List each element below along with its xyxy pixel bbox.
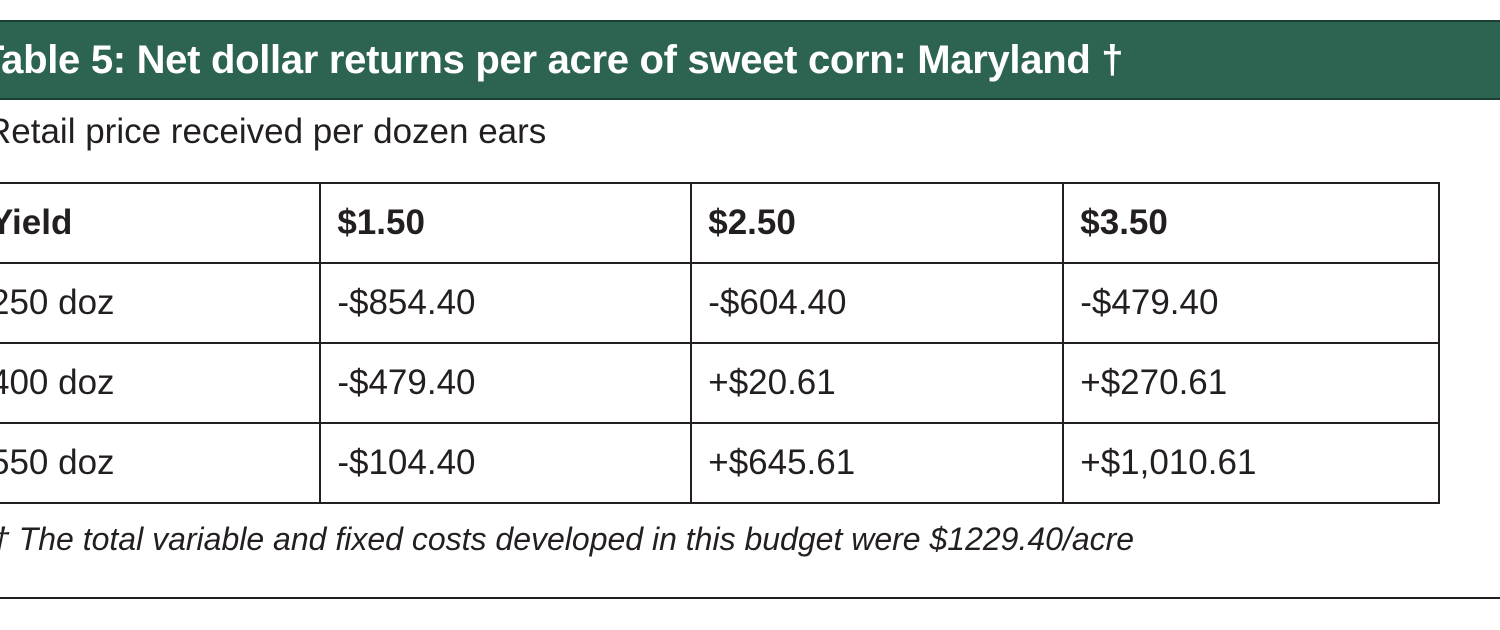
title-bar: Table 5: Net dollar returns per acre of … — [0, 20, 1500, 100]
return-cell: -$479.40 — [319, 342, 693, 424]
net-returns-table: Yield $1.50 $2.50 $3.50 250 doz -$854.40… — [0, 182, 1440, 504]
return-cell: +$20.61 — [690, 342, 1065, 424]
yield-cell: 550 doz — [0, 422, 322, 504]
header-price-1: $1.50 — [319, 182, 693, 264]
table-row: 550 doz -$104.40 +$645.61 +$1,010.61 — [0, 422, 1440, 504]
return-cell: -$604.40 — [690, 262, 1065, 344]
footnote: † The total variable and fixed costs dev… — [0, 521, 1135, 557]
return-cell: -$854.40 — [319, 262, 693, 344]
return-cell: +$645.61 — [690, 422, 1065, 504]
yield-cell: 400 doz — [0, 342, 322, 424]
table-row: 250 doz -$854.40 -$604.40 -$479.40 — [0, 262, 1440, 344]
return-cell: -$479.40 — [1062, 262, 1440, 344]
header-yield: Yield — [0, 182, 322, 264]
table-title: Table 5: Net dollar returns per acre of … — [0, 38, 1124, 82]
yield-cell: 250 doz — [0, 262, 322, 344]
return-cell: +$270.61 — [1062, 342, 1440, 424]
table-row: 400 doz -$479.40 +$20.61 +$270.61 — [0, 342, 1440, 424]
header-price-3: $3.50 — [1062, 182, 1440, 264]
header-row: Yield $1.50 $2.50 $3.50 — [0, 182, 1440, 264]
header-price-2: $2.50 — [690, 182, 1065, 264]
return-cell: -$104.40 — [319, 422, 693, 504]
bottom-divider — [0, 597, 1500, 599]
return-cell: +$1,010.61 — [1062, 422, 1440, 504]
table-subtitle: Retail price received per dozen ears — [0, 112, 547, 151]
